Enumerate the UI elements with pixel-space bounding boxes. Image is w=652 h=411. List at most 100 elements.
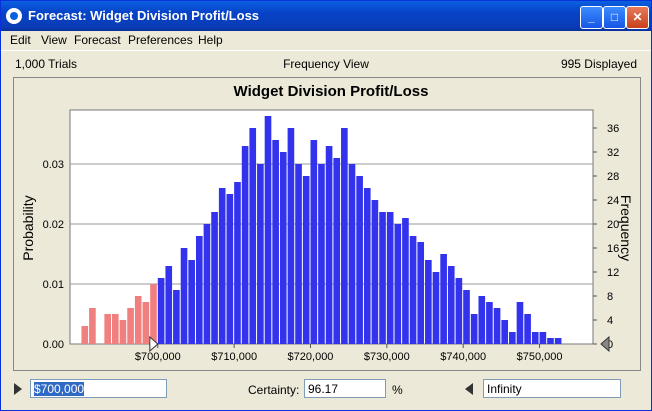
menu-forecast[interactable]: Forecast bbox=[74, 33, 121, 47]
y2-tick-label: 4 bbox=[607, 315, 613, 327]
histogram-bar bbox=[402, 218, 409, 344]
histogram-bar bbox=[348, 164, 356, 344]
minimize-button[interactable]: _ bbox=[580, 6, 603, 29]
histogram-bar bbox=[547, 338, 554, 344]
title-bar[interactable]: Forecast: Widget Division Profit/Loss _ … bbox=[1, 1, 651, 31]
menu-bar: Edit View Forecast Preferences Help bbox=[1, 31, 651, 51]
lower-bound-field[interactable]: $700,000 bbox=[30, 379, 167, 398]
menu-help[interactable]: Help bbox=[198, 33, 223, 47]
histogram-bar bbox=[295, 164, 302, 344]
histogram-bar bbox=[371, 200, 379, 344]
x-tick-label: $730,000 bbox=[364, 351, 410, 363]
y2-axis-label: Frequency bbox=[618, 195, 634, 261]
histogram-bar bbox=[81, 326, 89, 344]
histogram-bar bbox=[386, 212, 394, 344]
histogram-bar bbox=[379, 212, 386, 344]
histogram-bar bbox=[486, 302, 493, 344]
histogram-bar bbox=[409, 236, 417, 344]
lower-grabber-marker-icon bbox=[149, 335, 159, 353]
maximize-button[interactable]: □ bbox=[603, 6, 626, 29]
menu-view[interactable]: View bbox=[41, 33, 67, 47]
menu-preferences[interactable]: Preferences bbox=[128, 33, 193, 47]
histogram-bar bbox=[394, 224, 402, 344]
histogram-bar bbox=[539, 332, 547, 344]
histogram-bar bbox=[234, 182, 241, 344]
histogram-bar bbox=[425, 260, 432, 344]
histogram-bar bbox=[302, 176, 310, 344]
view-mode: Frequency View bbox=[283, 57, 369, 71]
histogram-bar bbox=[417, 242, 425, 344]
histogram-bar bbox=[501, 320, 509, 344]
histogram-bar bbox=[226, 194, 234, 344]
y-tick-label: 0.00 bbox=[43, 339, 64, 351]
histogram-bar bbox=[150, 284, 157, 344]
y-tick-label: 0.01 bbox=[43, 279, 64, 291]
histogram-bar bbox=[111, 314, 119, 344]
histogram-bar bbox=[142, 302, 150, 344]
percent-label: % bbox=[392, 383, 403, 397]
x-tick-label: $750,000 bbox=[517, 351, 563, 363]
app-icon bbox=[6, 8, 22, 24]
histogram-bar bbox=[524, 314, 531, 344]
window-title: Forecast: Widget Division Profit/Loss bbox=[28, 8, 260, 23]
histogram-bar bbox=[218, 188, 226, 344]
certainty-label: Certainty: bbox=[248, 383, 300, 397]
histogram-bar bbox=[318, 164, 325, 344]
chart-title: Widget Division Profit/Loss bbox=[234, 83, 429, 100]
close-button[interactable]: ✕ bbox=[626, 6, 649, 29]
y2-tick-label: 36 bbox=[607, 123, 619, 135]
histogram-bar bbox=[188, 260, 195, 344]
y2-tick-label: 0 bbox=[607, 339, 613, 351]
histogram-bar bbox=[180, 248, 188, 344]
histogram-bar bbox=[127, 308, 134, 344]
displayed-count: 995 Displayed bbox=[560, 57, 637, 71]
histogram-bar bbox=[279, 152, 287, 344]
histogram-bar bbox=[173, 290, 180, 344]
x-tick-label: $700,000 bbox=[135, 351, 181, 363]
x-tick-label: $710,000 bbox=[211, 351, 257, 363]
histogram-bar bbox=[287, 128, 295, 344]
y-tick-label: 0.03 bbox=[43, 159, 64, 171]
chart-panel: Widget Division Profit/Loss Probability … bbox=[13, 77, 641, 371]
y-axis-label: Probability bbox=[20, 195, 36, 260]
y-tick-label: 0.02 bbox=[43, 219, 64, 231]
histogram-bar bbox=[272, 140, 279, 344]
upper-bound-field[interactable]: Infinity bbox=[483, 379, 621, 398]
histogram-bar bbox=[356, 176, 363, 344]
certainty-field[interactable]: 96.17 bbox=[304, 379, 386, 398]
histogram-bar bbox=[509, 332, 516, 344]
histogram-bar bbox=[447, 266, 455, 344]
histogram-bar bbox=[211, 212, 218, 344]
x-tick-label: $720,000 bbox=[288, 351, 334, 363]
histogram-bar bbox=[249, 128, 257, 344]
histogram-bar bbox=[257, 164, 264, 344]
y2-tick-label: 32 bbox=[607, 147, 619, 159]
menu-edit[interactable]: Edit bbox=[10, 33, 31, 47]
histogram-bar bbox=[195, 236, 203, 344]
lower-bound-value: $700,000 bbox=[34, 382, 85, 396]
upper-grabber-marker-icon bbox=[600, 335, 610, 353]
histogram-bar bbox=[470, 314, 478, 344]
y2-tick-label: 8 bbox=[607, 291, 613, 303]
histogram-bar bbox=[432, 272, 440, 344]
histogram-bar bbox=[493, 308, 501, 344]
lower-grabber-icon[interactable] bbox=[14, 383, 22, 395]
histogram-bar bbox=[478, 296, 486, 344]
histogram-bar bbox=[134, 296, 142, 344]
x-tick-label: $740,000 bbox=[440, 351, 486, 363]
histogram-bar bbox=[554, 338, 562, 344]
upper-grabber-icon[interactable] bbox=[465, 383, 473, 395]
histogram-bar bbox=[325, 146, 333, 344]
histogram-bar bbox=[310, 140, 318, 344]
histogram-bar bbox=[463, 290, 470, 344]
histogram-bar bbox=[455, 278, 463, 344]
histogram-bar bbox=[516, 302, 524, 344]
y2-tick-label: 24 bbox=[607, 195, 619, 207]
histogram-bar bbox=[119, 320, 127, 344]
histogram-bar bbox=[165, 266, 173, 344]
histogram-bar bbox=[341, 128, 348, 344]
histogram-bar bbox=[333, 158, 341, 344]
y2-tick-label: 16 bbox=[607, 243, 619, 255]
histogram-bar bbox=[241, 146, 249, 344]
